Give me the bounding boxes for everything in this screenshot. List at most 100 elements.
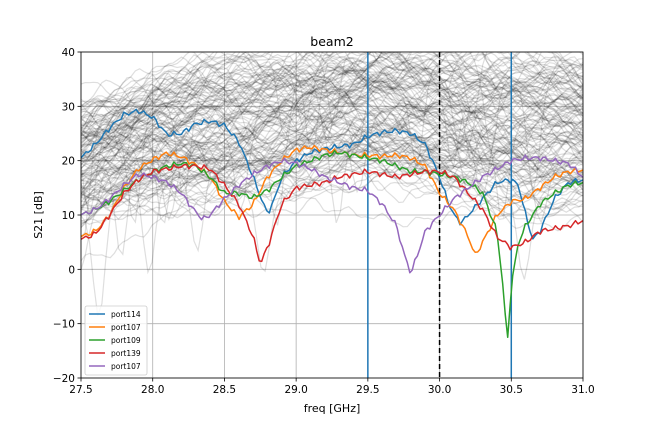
x-tick-label: 29.5 bbox=[356, 384, 379, 396]
background-trace bbox=[81, 52, 583, 117]
background-trace bbox=[81, 52, 583, 144]
background-trace bbox=[81, 152, 583, 207]
background-trace bbox=[81, 52, 583, 117]
background-trace bbox=[81, 52, 583, 144]
background-trace bbox=[81, 95, 583, 177]
background-trace bbox=[81, 68, 583, 160]
y-tick-label: −10 bbox=[53, 319, 75, 331]
background-trace bbox=[81, 52, 583, 126]
background-trace bbox=[81, 68, 583, 145]
y-tick-label: 30 bbox=[62, 101, 75, 113]
background-trace bbox=[81, 93, 583, 152]
background-trace bbox=[81, 55, 583, 138]
background-trace bbox=[81, 108, 583, 224]
background-trace bbox=[81, 86, 583, 176]
background-trace bbox=[81, 52, 583, 143]
background-trace bbox=[81, 135, 583, 224]
y-axis-label: S21 [dB] bbox=[32, 191, 45, 239]
background-trace bbox=[81, 52, 583, 141]
background-trace bbox=[81, 52, 583, 124]
background-trace bbox=[81, 67, 583, 140]
background-trace bbox=[81, 83, 583, 170]
x-tick-label: 27.5 bbox=[69, 384, 92, 396]
legend-box bbox=[84, 305, 148, 376]
background-trace bbox=[81, 52, 583, 148]
background-trace bbox=[81, 96, 583, 219]
background-trace bbox=[81, 52, 583, 130]
background-trace bbox=[81, 85, 583, 226]
background-trace bbox=[81, 146, 583, 207]
background-trace bbox=[81, 52, 583, 129]
background-trace bbox=[81, 133, 583, 198]
background-trace bbox=[81, 73, 583, 224]
x-tick-label: 31.0 bbox=[571, 384, 594, 396]
background-trace bbox=[81, 121, 583, 178]
background-traces bbox=[81, 52, 583, 316]
background-trace bbox=[81, 52, 583, 151]
background-trace bbox=[81, 52, 583, 119]
legend-label: port109 bbox=[111, 336, 141, 345]
x-axis: 27.5 28.0 28.5 29.0 29.5 30.0 30.5 31.0 bbox=[69, 378, 595, 396]
background-trace bbox=[81, 69, 583, 130]
background-trace bbox=[81, 52, 583, 109]
background-trace bbox=[81, 104, 583, 199]
background-trace bbox=[81, 155, 583, 221]
background-trace bbox=[81, 149, 583, 226]
y-tick-label: 20 bbox=[62, 156, 75, 168]
background-trace bbox=[81, 52, 583, 154]
background-trace bbox=[81, 96, 583, 175]
background-trace bbox=[81, 81, 583, 170]
background-trace bbox=[81, 95, 583, 163]
background-trace bbox=[81, 52, 583, 168]
background-trace bbox=[81, 89, 583, 176]
background-trace bbox=[81, 52, 583, 127]
legend-label: port107 bbox=[111, 362, 141, 371]
background-trace bbox=[81, 65, 583, 141]
background-trace bbox=[81, 57, 583, 143]
background-trace bbox=[81, 98, 583, 171]
background-trace bbox=[81, 129, 583, 225]
background-trace bbox=[81, 94, 583, 195]
x-tick-label: 30.5 bbox=[500, 384, 523, 396]
background-trace bbox=[81, 76, 583, 154]
background-trace bbox=[81, 64, 583, 130]
background-trace bbox=[81, 60, 583, 156]
background-trace bbox=[81, 79, 583, 164]
x-tick-label: 30.0 bbox=[428, 384, 451, 396]
background-trace bbox=[81, 87, 583, 163]
background-trace bbox=[81, 76, 583, 178]
background-trace bbox=[81, 103, 583, 175]
background-trace bbox=[81, 52, 583, 115]
background-trace bbox=[81, 134, 583, 205]
background-trace bbox=[81, 79, 583, 158]
background-trace bbox=[81, 74, 583, 161]
chart-title: beam2 bbox=[310, 34, 353, 49]
background-trace bbox=[81, 72, 583, 157]
background-trace bbox=[81, 54, 583, 166]
x-tick-label: 28.0 bbox=[141, 384, 164, 396]
background-trace bbox=[81, 186, 583, 262]
background-trace bbox=[81, 107, 583, 209]
background-trace bbox=[81, 137, 583, 199]
background-trace bbox=[81, 119, 583, 193]
background-trace bbox=[81, 74, 583, 161]
x-axis-label: freq [GHz] bbox=[304, 402, 361, 415]
legend-label: port107 bbox=[111, 323, 141, 332]
background-trace bbox=[81, 116, 583, 190]
background-trace bbox=[81, 75, 583, 153]
background-trace bbox=[81, 89, 583, 180]
series-line bbox=[81, 108, 583, 240]
y-tick-label: −20 bbox=[53, 373, 75, 385]
background-trace bbox=[81, 116, 583, 256]
background-trace bbox=[81, 52, 583, 107]
background-trace bbox=[81, 120, 583, 222]
background-trace bbox=[81, 110, 583, 173]
background-trace bbox=[81, 137, 583, 209]
background-trace bbox=[81, 57, 583, 135]
y-tick-label: 10 bbox=[62, 210, 75, 222]
background-trace bbox=[81, 121, 583, 195]
background-trace bbox=[81, 155, 583, 270]
background-trace bbox=[81, 65, 583, 217]
background-trace bbox=[81, 52, 583, 194]
